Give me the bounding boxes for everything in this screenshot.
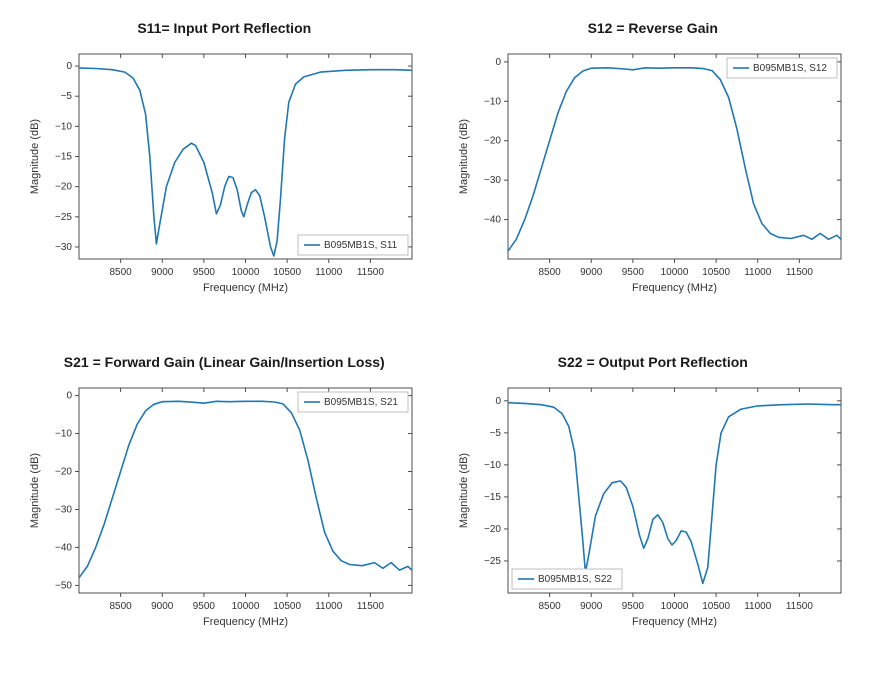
svg-text:B095MB1S, S11: B095MB1S, S11 (324, 240, 398, 251)
panel-title-s11: S11= Input Port Reflection (137, 20, 311, 36)
svg-text:Frequency (MHz): Frequency (MHz) (632, 616, 717, 628)
svg-text:−15: −15 (484, 492, 501, 503)
svg-text:−30: −30 (484, 175, 501, 186)
svg-text:11000: 11000 (315, 267, 343, 278)
svg-text:11500: 11500 (357, 267, 385, 278)
svg-text:B095MB1S, S22: B095MB1S, S22 (538, 574, 612, 585)
chart-grid: S11= Input Port Reflection 8500 9000 9500 1… (20, 20, 857, 638)
svg-text:8500: 8500 (110, 267, 133, 278)
panel-s12: S12 = Reverse Gain 8500 9000 9500 10000 1050… (449, 20, 858, 304)
svg-text:10500: 10500 (702, 601, 730, 612)
svg-text:10000: 10000 (660, 601, 688, 612)
svg-text:11000: 11000 (744, 267, 772, 278)
svg-text:9000: 9000 (580, 601, 603, 612)
svg-text:−20: −20 (484, 524, 501, 535)
svg-text:11000: 11000 (315, 601, 343, 612)
plot-s11: 8500 9000 9500 10000 10500 11000 11500 Frequenc… (24, 44, 424, 304)
svg-text:−5: −5 (61, 91, 73, 102)
svg-text:Magnitude (dB): Magnitude (dB) (29, 453, 41, 528)
svg-text:−20: −20 (484, 136, 501, 147)
svg-text:Magnitude (dB): Magnitude (dB) (458, 453, 470, 528)
svg-text:−20: −20 (55, 182, 72, 193)
svg-text:8500: 8500 (110, 601, 133, 612)
svg-text:0: 0 (67, 391, 73, 402)
panel-s11: S11= Input Port Reflection 8500 9000 9500 1… (20, 20, 429, 304)
svg-text:11500: 11500 (786, 267, 814, 278)
svg-text:−15: −15 (55, 152, 72, 163)
svg-text:10500: 10500 (702, 267, 730, 278)
svg-text:B095MB1S, S21: B095MB1S, S21 (324, 397, 398, 408)
svg-text:11000: 11000 (744, 601, 772, 612)
svg-text:11500: 11500 (786, 601, 814, 612)
svg-text:−30: −30 (55, 504, 72, 515)
svg-text:−5: −5 (489, 428, 501, 439)
svg-text:9500: 9500 (193, 267, 216, 278)
svg-text:9000: 9000 (151, 601, 174, 612)
panel-s22: S22 = Output Port Reflection 8500 9000 950… (449, 354, 858, 638)
svg-text:9500: 9500 (622, 267, 645, 278)
svg-text:−30: −30 (55, 242, 72, 253)
svg-text:9000: 9000 (580, 267, 603, 278)
svg-text:−20: −20 (55, 467, 72, 478)
svg-text:0: 0 (67, 61, 73, 72)
svg-text:8500: 8500 (538, 267, 561, 278)
panel-title-s21: S21 = Forward Gain (Linear Gain/Insertio… (64, 354, 385, 370)
svg-text:Magnitude (dB): Magnitude (dB) (458, 119, 470, 194)
svg-text:Frequency (MHz): Frequency (MHz) (203, 616, 288, 628)
plot-s21: 8500 9000 9500 10000 10500 11000 11500 Frequenc… (24, 378, 424, 638)
svg-text:−10: −10 (55, 121, 72, 132)
svg-text:9500: 9500 (622, 601, 645, 612)
svg-text:−40: −40 (55, 542, 72, 553)
svg-text:−10: −10 (55, 429, 72, 440)
svg-text:B095MB1S, S12: B095MB1S, S12 (753, 63, 827, 74)
svg-text:−25: −25 (484, 556, 501, 567)
svg-text:9500: 9500 (193, 601, 216, 612)
svg-text:10000: 10000 (232, 267, 260, 278)
svg-text:−50: −50 (55, 580, 72, 591)
svg-text:−10: −10 (484, 96, 501, 107)
plot-s12: 8500 9000 9500 10000 10500 11000 11500 Frequenc… (453, 44, 853, 304)
svg-text:10500: 10500 (273, 601, 301, 612)
svg-text:10000: 10000 (232, 601, 260, 612)
svg-text:Magnitude (dB): Magnitude (dB) (29, 119, 41, 194)
svg-text:−25: −25 (55, 212, 72, 223)
panel-title-s22: S22 = Output Port Reflection (558, 354, 748, 370)
svg-text:0: 0 (495, 57, 501, 68)
panel-s21: S21 = Forward Gain (Linear Gain/Insertio… (20, 354, 429, 638)
svg-text:−10: −10 (484, 460, 501, 471)
svg-text:10000: 10000 (660, 267, 688, 278)
svg-text:0: 0 (495, 396, 501, 407)
svg-text:10500: 10500 (273, 267, 301, 278)
svg-text:9000: 9000 (151, 267, 174, 278)
svg-text:−40: −40 (484, 215, 501, 226)
svg-text:Frequency (MHz): Frequency (MHz) (632, 282, 717, 294)
svg-text:11500: 11500 (357, 601, 385, 612)
plot-s22: 8500 9000 9500 10000 10500 11000 11500 Frequenc… (453, 378, 853, 638)
svg-text:Frequency (MHz): Frequency (MHz) (203, 282, 288, 294)
svg-text:8500: 8500 (538, 601, 561, 612)
panel-title-s12: S12 = Reverse Gain (588, 20, 718, 36)
